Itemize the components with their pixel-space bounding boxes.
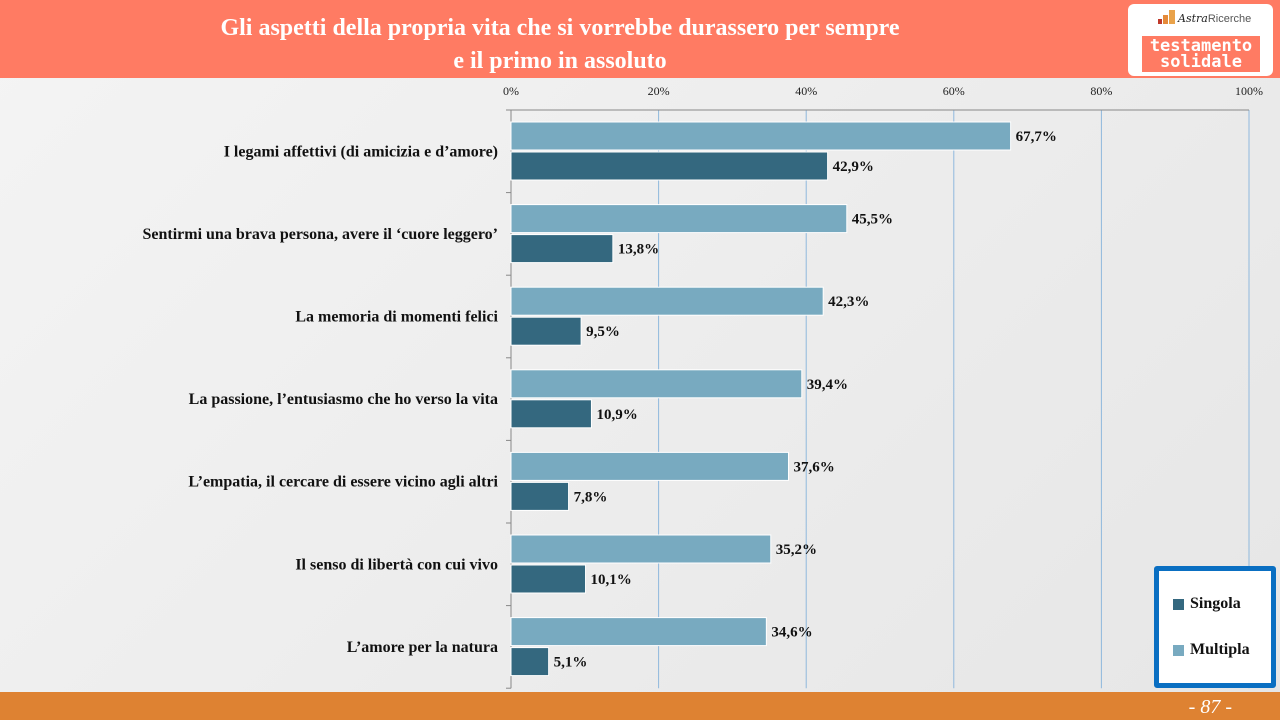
bar-multipla — [510, 451, 789, 481]
bar-chart: 0% 20% 40% 60% 80% 100% I legami affettivi (di… — [142, 84, 1263, 689]
bar-singola — [510, 481, 570, 511]
bar-multipla — [510, 617, 767, 647]
legend-swatch-singola — [1173, 598, 1184, 610]
bar-multipla — [510, 369, 803, 399]
data-label: 39,4% — [807, 377, 848, 393]
bar-multipla — [510, 286, 824, 316]
bar-multipla — [510, 534, 772, 564]
bar-singola — [510, 316, 582, 346]
x-tick-label: 100% — [1235, 84, 1263, 98]
category-label: Il senso di libertà con cui vivo — [295, 556, 498, 573]
data-label: 35,2% — [776, 542, 817, 558]
bar-multipla — [510, 121, 1012, 151]
logo-brand: AstraRicerche — [1178, 12, 1252, 25]
legend-item-singola: Singola — [1173, 595, 1241, 613]
legend-item-multipla: Multipla — [1173, 641, 1250, 659]
logo-bars-icon — [1158, 10, 1175, 24]
category-label: I legami affettivi (di amicizia e d’amor… — [224, 143, 498, 160]
page-title: Gli aspetti della propria vita che si vo… — [60, 12, 1060, 78]
x-tick-label: 40% — [795, 84, 817, 98]
data-label: 10,1% — [591, 572, 632, 588]
footer: - 87 - — [0, 692, 1280, 720]
logo: AstraRicerche testamento solidale — [1128, 4, 1273, 76]
data-label: 42,9% — [833, 159, 874, 175]
category-label: Sentirmi una brava persona, avere il ‘cu… — [142, 226, 498, 243]
bar-multipla — [510, 204, 848, 234]
category-label: L’empatia, il cercare di essere vicino a… — [188, 474, 498, 491]
legend: Singola Multipla — [1154, 566, 1276, 688]
data-label: 7,8% — [574, 489, 608, 505]
data-label: 37,6% — [793, 459, 834, 475]
logo-testamento-solidale: testamento solidale — [1142, 36, 1260, 72]
header: Gli aspetti della propria vita che si vo… — [0, 0, 1280, 78]
bar-singola — [510, 399, 592, 429]
x-tick-label: 80% — [1090, 84, 1112, 98]
data-label: 34,6% — [771, 625, 812, 641]
page-number: - 87 - — [1188, 696, 1232, 718]
bar-singola — [510, 647, 550, 677]
data-label: 10,9% — [596, 407, 637, 423]
bar-singola — [510, 151, 829, 181]
x-tick-label: 0% — [503, 84, 519, 98]
x-tick-label: 60% — [943, 84, 965, 98]
bar-singola — [510, 564, 587, 594]
category-label: La passione, l’entusiasmo che ho verso l… — [189, 391, 498, 408]
data-label: 13,8% — [618, 242, 659, 258]
bar-singola — [510, 234, 614, 264]
data-label: 67,7% — [1016, 129, 1057, 145]
category-label: La memoria di momenti felici — [295, 309, 498, 326]
category-label: L’amore per la natura — [347, 639, 498, 656]
x-tick-label: 20% — [648, 84, 670, 98]
data-label: 45,5% — [852, 212, 893, 228]
data-label: 9,5% — [586, 324, 620, 340]
legend-swatch-multipla — [1173, 644, 1184, 656]
data-label: 42,3% — [828, 294, 869, 310]
title-line-2: e il primo in assoluto — [453, 48, 667, 74]
data-label: 5,1% — [554, 655, 588, 671]
title-line-1: Gli aspetti della propria vita che si vo… — [220, 15, 900, 41]
